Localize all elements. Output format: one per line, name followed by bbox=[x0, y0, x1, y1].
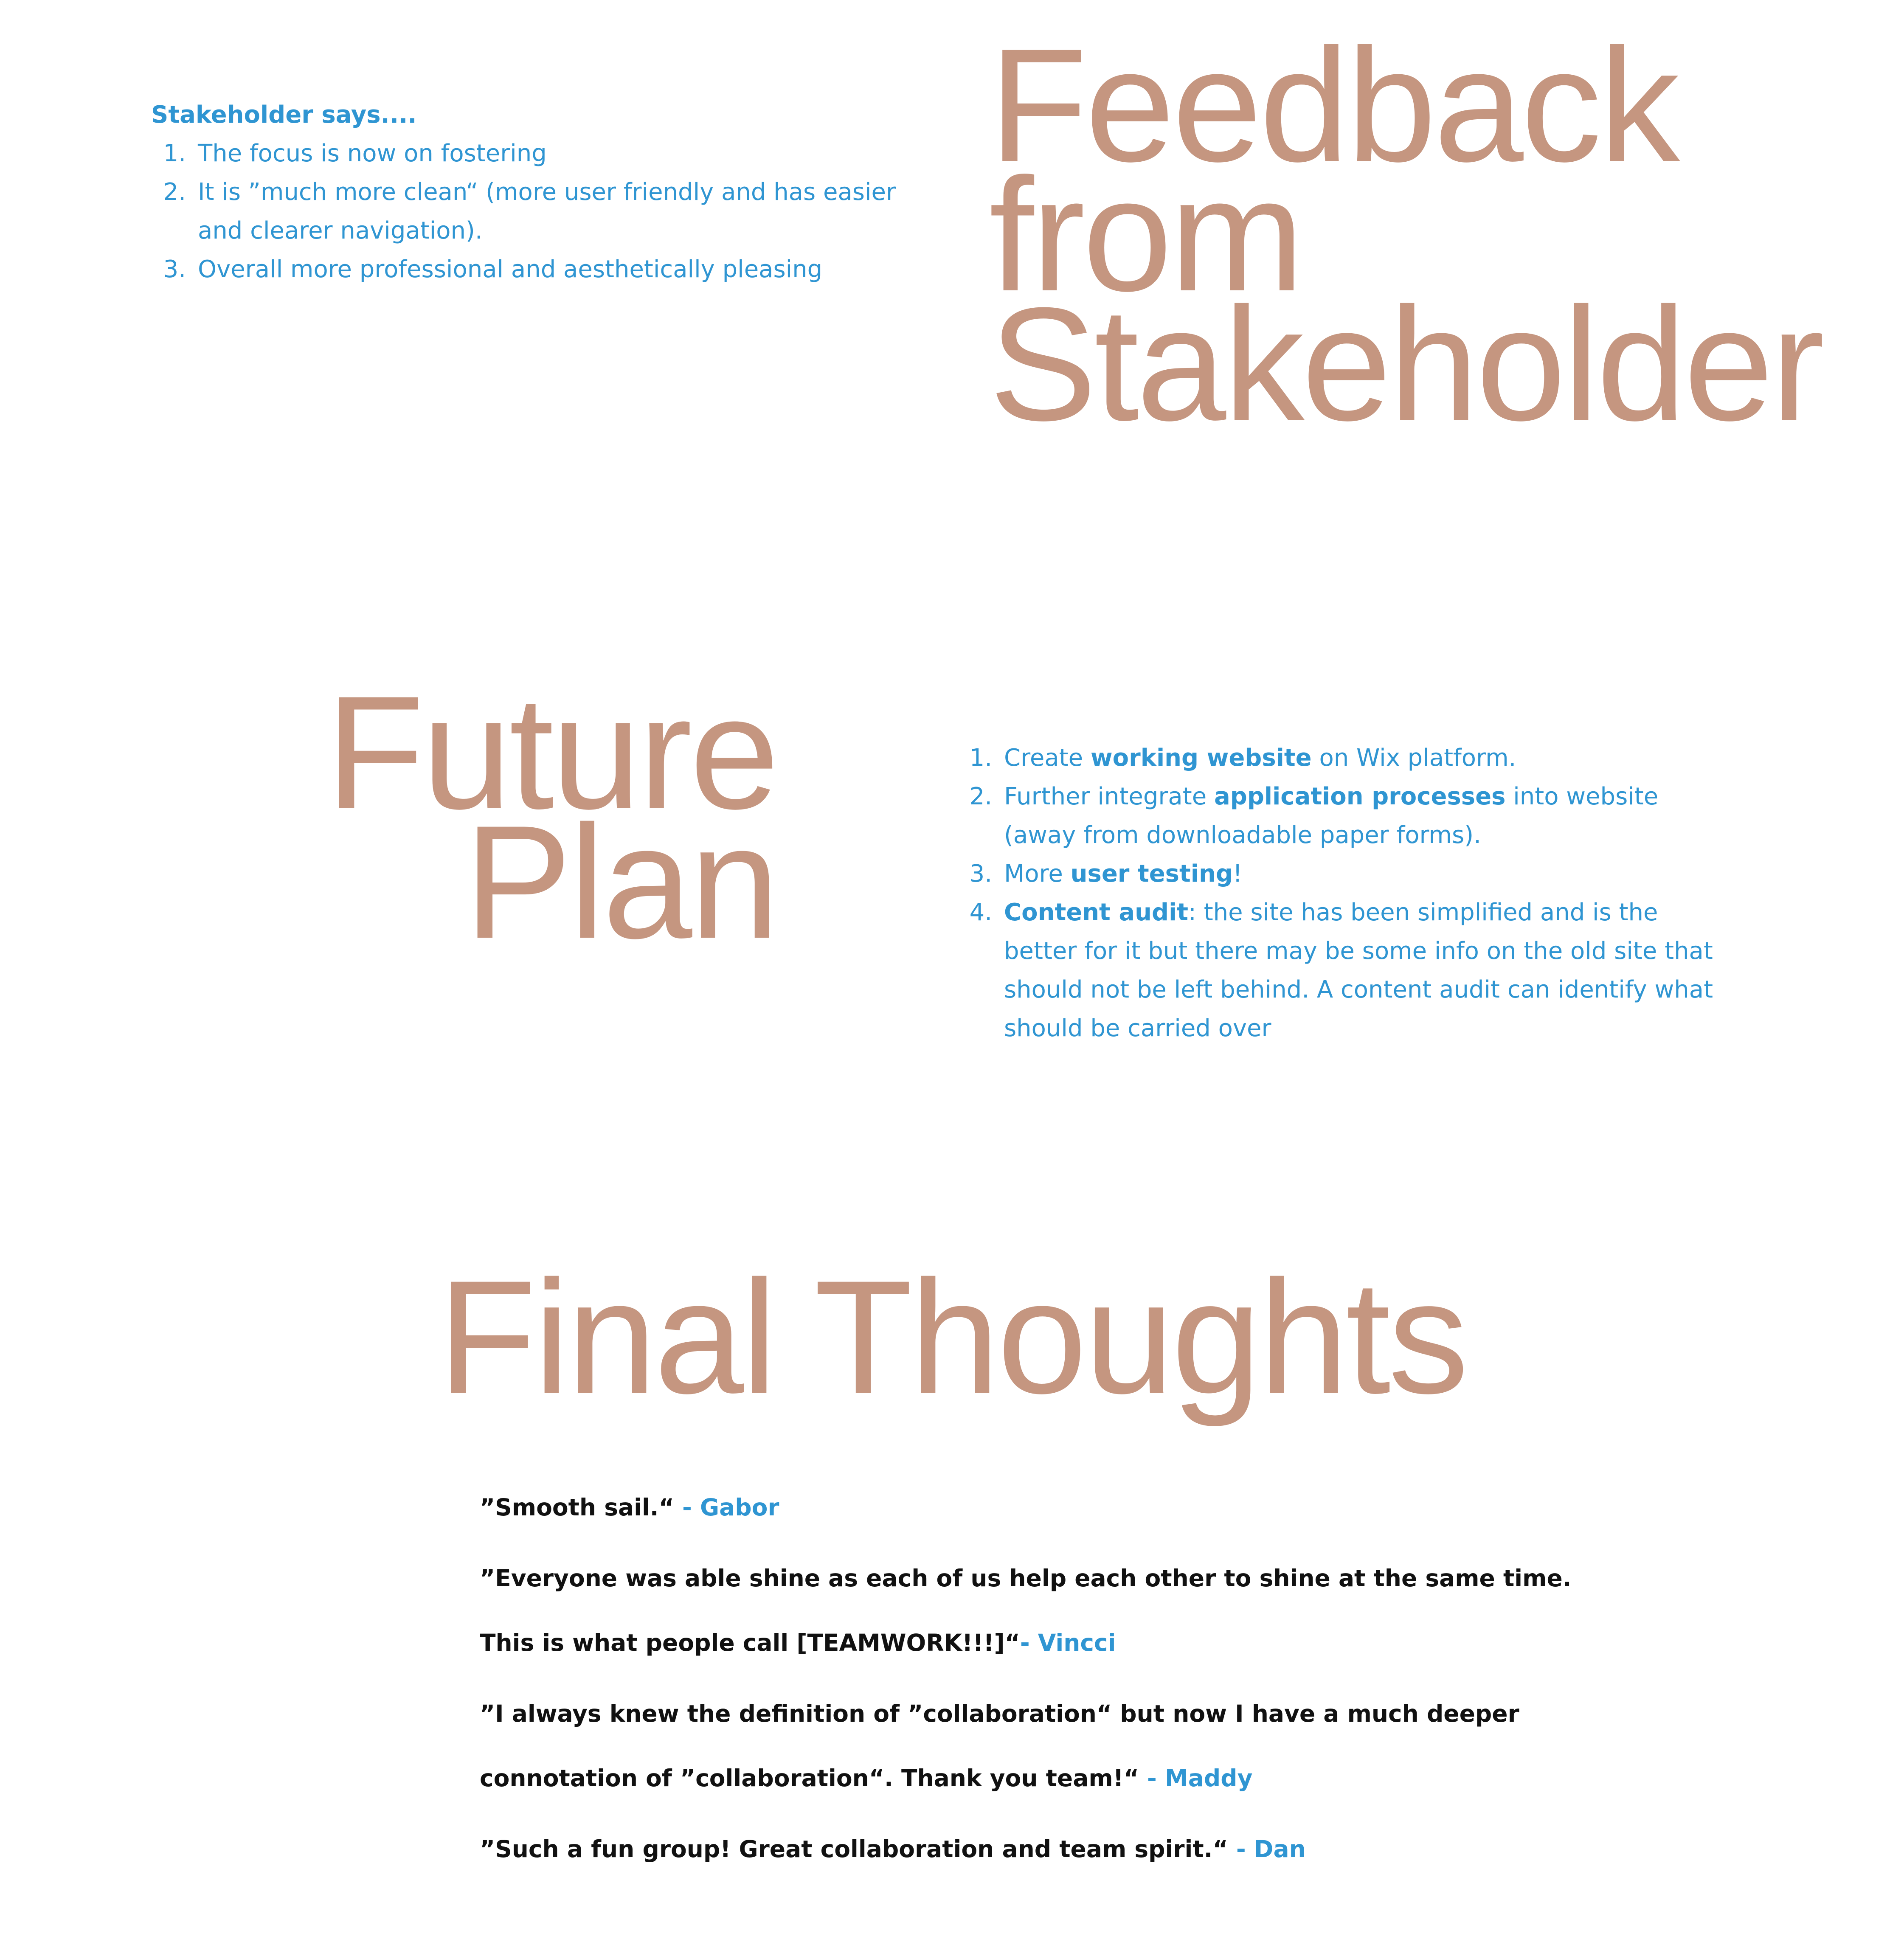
quote-author: - Dan bbox=[1236, 1835, 1306, 1863]
list-item: 4. Content audit: the site has been simp… bbox=[957, 893, 1717, 1048]
list-number: 2. bbox=[163, 178, 186, 206]
feedback-title-line: Feedback bbox=[989, 15, 1680, 195]
stakeholder-list: 1. The focus is now on fostering 2. It i… bbox=[151, 134, 898, 289]
quote-text: ”Everyone was able shine as each of us h… bbox=[480, 1565, 1572, 1592]
stakeholder-heading: Stakeholder says.... bbox=[151, 101, 417, 129]
list-text: Overall more professional and aesthetica… bbox=[198, 256, 823, 283]
list-text-pre: Further integrate bbox=[1004, 783, 1214, 810]
quote-text: connotation of ”collaboration“. Thank yo… bbox=[480, 1765, 1147, 1792]
list-text-post: on Wix platform. bbox=[1311, 744, 1516, 772]
quotes-block: ”Smooth sail.“ - Gabor ”Everyone was abl… bbox=[480, 1475, 1838, 1881]
quote-text: ”Such a fun group! Great collaboration a… bbox=[480, 1835, 1236, 1863]
quote-author: - Maddy bbox=[1147, 1765, 1253, 1792]
quote-text: ”I always knew the definition of ”collab… bbox=[480, 1700, 1519, 1727]
list-text-bold: user testing bbox=[1070, 860, 1233, 888]
future-title-line: Plan bbox=[464, 792, 779, 972]
future-title-line: Future bbox=[326, 662, 779, 843]
list-item: 3. More user testing! bbox=[957, 854, 1717, 893]
list-text-bold: application processes bbox=[1214, 783, 1506, 810]
list-item: 2. Further integrate application process… bbox=[957, 777, 1717, 854]
feedback-title-line: from bbox=[989, 144, 1304, 325]
list-item: 3. Overall more professional and aesthet… bbox=[151, 250, 898, 289]
list-number: 2. bbox=[969, 783, 992, 810]
feedback-title: Feedback from Stakeholder bbox=[989, 15, 1825, 454]
list-text-post: ! bbox=[1232, 860, 1243, 888]
list-number: 4. bbox=[969, 899, 992, 926]
future-plan-title: Future Plan bbox=[229, 662, 779, 972]
quote-text: This is what people call [TEAMWORK!!!]“ bbox=[480, 1629, 1020, 1656]
list-number: 3. bbox=[969, 860, 992, 888]
quote-author: - Vincci bbox=[1020, 1629, 1116, 1656]
quote-dan: ”Such a fun group! Great collaboration a… bbox=[480, 1817, 1838, 1881]
list-text-post: into website (away from downloadable pap… bbox=[1004, 783, 1659, 849]
quote-author: - Gabor bbox=[682, 1494, 779, 1521]
list-text-pre: Create bbox=[1004, 744, 1091, 772]
future-plan-list-block: 1. Create working website on Wix platfor… bbox=[957, 739, 1717, 1048]
list-text: The focus is now on fostering bbox=[198, 140, 547, 167]
stakeholder-feedback: Stakeholder says.... 1. The focus is now… bbox=[151, 96, 898, 289]
list-text-bold: Content audit bbox=[1004, 899, 1189, 926]
quote-maddy: ”I always knew the definition of ”collab… bbox=[480, 1681, 1838, 1810]
feedback-title-line: Stakeholder bbox=[989, 274, 1825, 454]
list-item: 1. The focus is now on fostering bbox=[151, 134, 898, 173]
list-number: 3. bbox=[163, 256, 186, 283]
list-item: 1. Create working website on Wix platfor… bbox=[957, 739, 1717, 777]
list-text-post: : the site has been simplified and is th… bbox=[1004, 899, 1713, 1042]
quote-vincci: ”Everyone was able shine as each of us h… bbox=[480, 1546, 1838, 1675]
list-text-bold: working website bbox=[1090, 744, 1312, 772]
list-number: 1. bbox=[969, 744, 992, 772]
list-text-pre: More bbox=[1004, 860, 1071, 888]
final-thoughts-title: Final Thoughts bbox=[438, 1247, 1469, 1427]
list-number: 1. bbox=[163, 140, 186, 167]
quote-text: ”Smooth sail.“ bbox=[480, 1494, 682, 1521]
future-plan-list: 1. Create working website on Wix platfor… bbox=[957, 739, 1717, 1048]
quote-gabor: ”Smooth sail.“ - Gabor bbox=[480, 1475, 1838, 1540]
list-text: It is ”much more clean“ (more user frien… bbox=[198, 178, 896, 245]
list-item: 2. It is ”much more clean“ (more user fr… bbox=[151, 173, 898, 250]
